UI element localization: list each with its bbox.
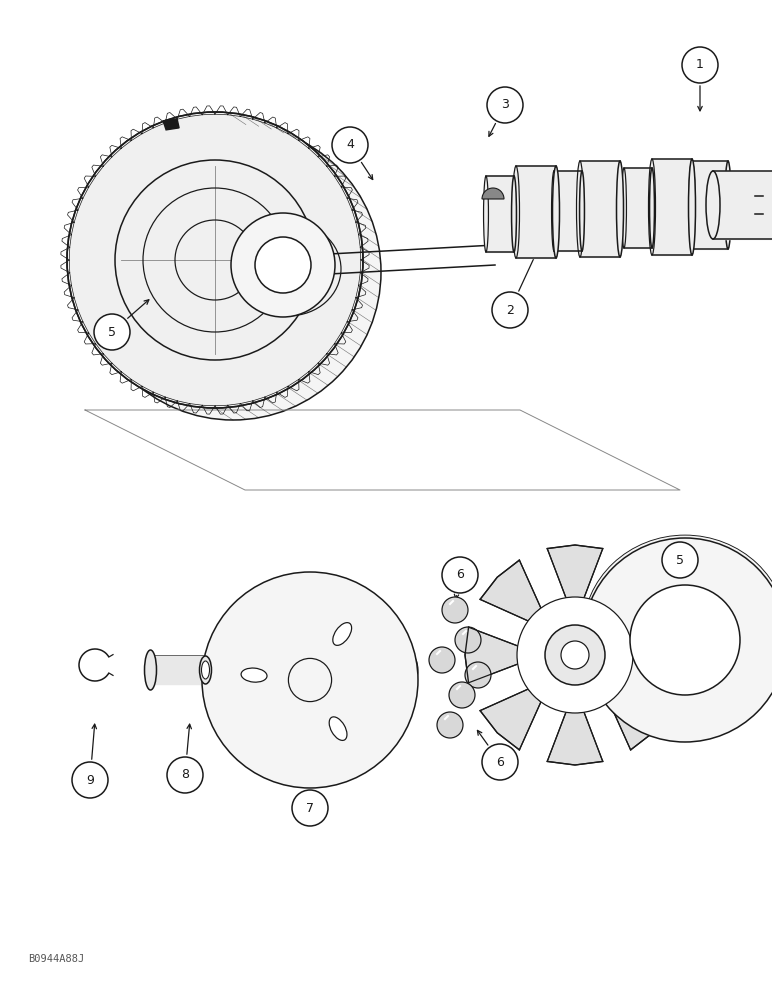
Ellipse shape (617, 161, 624, 257)
Circle shape (202, 572, 418, 788)
Text: 6: 6 (496, 756, 504, 768)
Circle shape (94, 314, 130, 350)
Ellipse shape (329, 717, 347, 740)
Polygon shape (713, 171, 772, 239)
Ellipse shape (201, 661, 209, 679)
Circle shape (231, 213, 335, 317)
Text: B0944A88J: B0944A88J (28, 954, 84, 964)
Text: 7: 7 (306, 802, 314, 814)
Circle shape (255, 237, 311, 293)
Ellipse shape (237, 222, 341, 316)
Ellipse shape (333, 623, 351, 645)
Circle shape (72, 762, 108, 798)
Polygon shape (554, 171, 582, 251)
Ellipse shape (202, 616, 418, 724)
Ellipse shape (551, 171, 557, 251)
Ellipse shape (583, 535, 772, 729)
Polygon shape (547, 712, 603, 765)
Polygon shape (547, 545, 603, 598)
Ellipse shape (689, 161, 695, 249)
Ellipse shape (513, 166, 520, 258)
Ellipse shape (577, 161, 584, 257)
Circle shape (487, 87, 523, 123)
Ellipse shape (553, 166, 560, 258)
Circle shape (662, 542, 698, 578)
Circle shape (517, 597, 633, 713)
Circle shape (292, 790, 328, 826)
Circle shape (167, 757, 203, 793)
Polygon shape (163, 119, 179, 130)
Polygon shape (465, 627, 518, 683)
Ellipse shape (512, 176, 516, 252)
Text: 5: 5 (108, 326, 116, 338)
Circle shape (455, 627, 481, 653)
Ellipse shape (199, 656, 212, 684)
Circle shape (85, 124, 381, 420)
Polygon shape (516, 166, 556, 258)
Ellipse shape (649, 168, 655, 248)
Circle shape (449, 682, 475, 708)
Ellipse shape (706, 171, 720, 239)
Polygon shape (652, 159, 692, 255)
Wedge shape (482, 188, 504, 199)
Ellipse shape (144, 650, 157, 690)
Circle shape (465, 662, 491, 688)
Ellipse shape (725, 161, 731, 249)
Text: 1: 1 (696, 58, 704, 72)
Circle shape (682, 47, 718, 83)
Text: 5: 5 (676, 554, 684, 566)
Circle shape (545, 625, 605, 685)
Circle shape (561, 641, 589, 669)
Polygon shape (609, 560, 670, 621)
Text: 6: 6 (456, 568, 464, 582)
Polygon shape (480, 689, 541, 750)
Circle shape (630, 585, 740, 695)
Text: 2: 2 (506, 304, 514, 316)
Text: 9: 9 (86, 774, 94, 786)
Polygon shape (486, 176, 514, 252)
Circle shape (442, 597, 468, 623)
Circle shape (332, 127, 368, 163)
Ellipse shape (648, 159, 655, 255)
Polygon shape (692, 161, 728, 249)
Ellipse shape (689, 159, 696, 255)
Circle shape (492, 292, 528, 328)
Text: 4: 4 (346, 138, 354, 151)
Polygon shape (624, 168, 652, 248)
Ellipse shape (241, 668, 267, 682)
Circle shape (67, 112, 363, 408)
Ellipse shape (483, 176, 489, 252)
Polygon shape (151, 656, 205, 684)
Ellipse shape (621, 168, 626, 248)
Polygon shape (632, 627, 685, 683)
Polygon shape (580, 161, 620, 257)
Circle shape (482, 744, 518, 780)
Text: 8: 8 (181, 768, 189, 782)
Circle shape (442, 557, 478, 593)
Polygon shape (480, 560, 541, 621)
Circle shape (630, 577, 740, 687)
Circle shape (437, 712, 463, 738)
Text: 3: 3 (501, 99, 509, 111)
Polygon shape (609, 689, 670, 750)
Circle shape (583, 538, 772, 742)
Circle shape (429, 647, 455, 673)
Ellipse shape (580, 171, 584, 251)
